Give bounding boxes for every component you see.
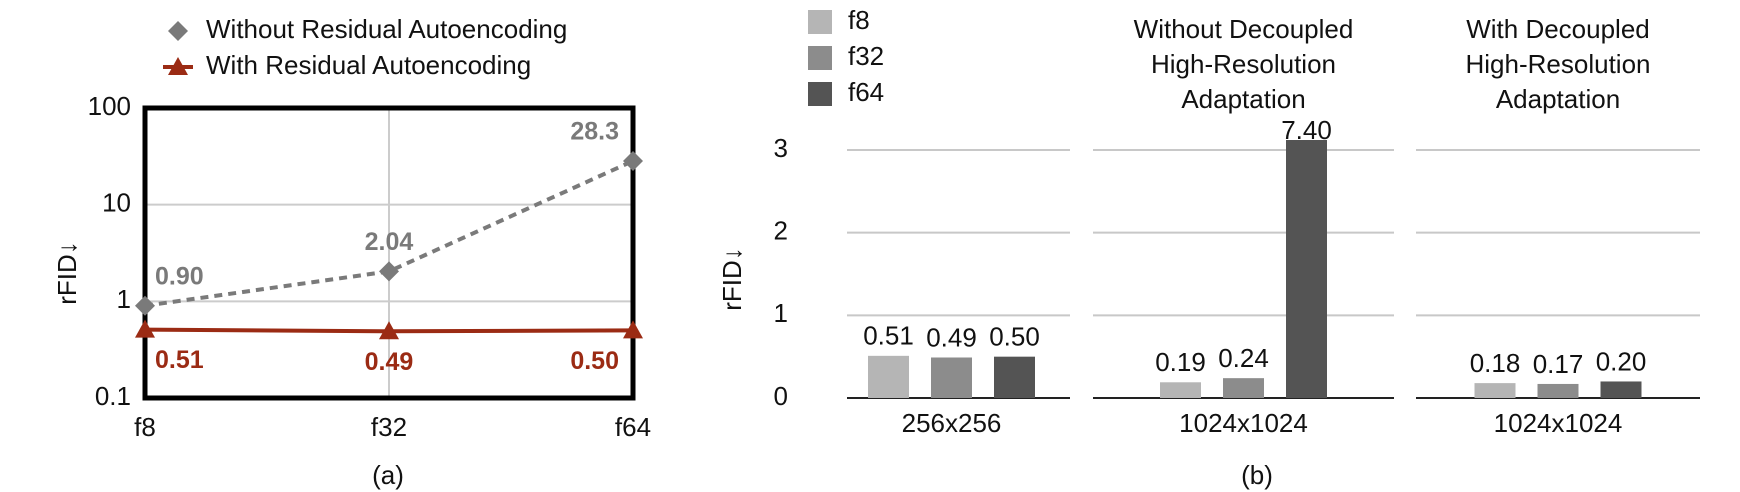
legend-swatch [808,46,832,70]
value-label: 0.17 [1533,349,1584,379]
legend-label: f32 [848,41,884,71]
legend-label: With Residual Autoencoding [206,50,531,80]
caption: (b) [1241,460,1273,490]
point [623,150,643,171]
x-tick-label: f32 [371,412,407,442]
value-label: 0.50 [570,347,619,375]
point [379,321,399,340]
bar [1160,382,1201,398]
panel-title: High-Resolution [1466,49,1651,79]
y-tick-label: 2 [774,216,788,246]
point [135,319,155,338]
plot-frame [142,105,636,401]
y-tick-label: 10 [102,188,131,218]
y-tick-label: 0.1 [95,381,131,411]
value-label: 0.20 [1596,346,1647,376]
point [623,320,643,339]
value-label: 0.19 [1155,347,1206,377]
panel-title: With Decoupled [1466,14,1650,44]
bar [931,357,972,398]
value-label: 0.18 [1470,348,1521,378]
x-tick-label: 1024x1024 [1494,408,1623,438]
bar [1223,378,1264,398]
y-tick-label: 0 [774,381,788,411]
value-label: 0.50 [989,322,1040,352]
bar [868,355,909,398]
y-tick-label: 1 [117,284,131,314]
bar [1286,140,1327,398]
x-tick-label: 256x256 [902,408,1002,438]
value-label: 28.3 [570,118,619,146]
x-tick-label: f64 [615,412,651,442]
bar [1600,381,1642,398]
caption: (a) [372,460,404,490]
bar [1537,383,1579,398]
bar [994,356,1035,398]
x-tick-label: 1024x1024 [1179,408,1308,438]
legend-swatch [808,10,832,34]
value-label: 7.40 [1281,115,1332,145]
point [168,21,188,41]
y-tick-label: 3 [774,133,788,163]
legend-swatch [808,82,832,106]
y-tick-label: 100 [88,91,131,121]
value-label: 0.49 [365,348,414,376]
legend-label: f8 [848,5,870,35]
point [135,295,155,316]
point [168,57,188,75]
series-line [144,159,634,308]
value-label: 0.24 [1218,343,1269,373]
x-tick-label: f8 [134,412,156,442]
legend-label: Without Residual Autoencoding [206,14,567,44]
panel-title: High-Resolution [1151,49,1336,79]
y-axis-label: rFID↓ [717,247,747,311]
value-label: 0.49 [926,322,977,352]
point [379,261,399,282]
value-label: 2.04 [365,228,414,256]
value-label: 0.90 [155,262,204,290]
value-label: 0.51 [863,321,914,351]
panel-title: Adaptation [1181,84,1305,114]
value-label: 0.51 [155,346,204,374]
bars [868,140,1642,398]
legend-label: f64 [848,77,884,107]
panel-title: Adaptation [1496,84,1620,114]
y-tick-label: 1 [774,298,788,328]
panel-title: Without Decoupled [1134,14,1354,44]
bar [1474,383,1516,398]
y-axis-label: rFID↓ [52,241,82,305]
